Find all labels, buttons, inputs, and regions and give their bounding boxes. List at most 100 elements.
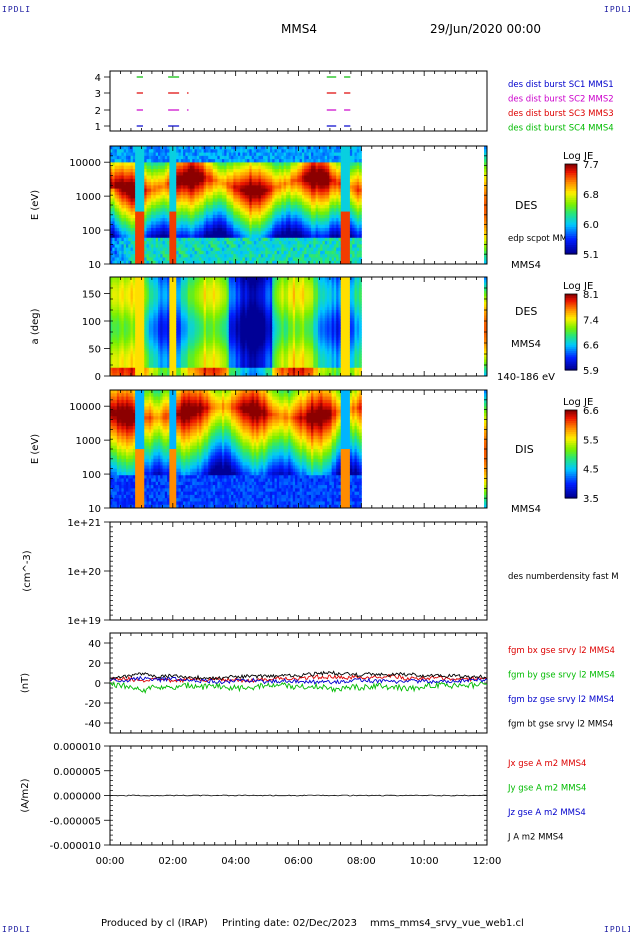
heatmap-cell <box>221 201 225 206</box>
heatmap-cell <box>194 234 198 239</box>
heatmap-cell <box>153 260 157 265</box>
heatmap-cell <box>215 185 218 190</box>
heatmap-cell <box>157 244 161 249</box>
heatmap-cell <box>153 162 157 167</box>
heatmap-cell <box>130 172 134 176</box>
heatmap-cell <box>153 234 157 239</box>
heatmap-cell <box>125 185 129 190</box>
heatmap-cell <box>121 211 125 216</box>
heatmap-cell <box>173 224 177 229</box>
burst-legend-entry: des dist burst SC3 MMS3 <box>508 109 614 119</box>
heatmap-cell <box>176 152 180 157</box>
heatmap-cell <box>151 159 154 163</box>
heatmap-cell <box>269 234 273 239</box>
heatmap-cell <box>144 260 148 265</box>
heatmap-cell <box>119 211 122 216</box>
heatmap-cell <box>132 227 136 232</box>
heatmap-cell <box>180 244 184 249</box>
heatmap-cell <box>199 224 202 229</box>
heatmap-cell <box>221 221 225 226</box>
heatmap-cell <box>187 168 191 173</box>
heatmap-cell <box>114 234 118 239</box>
heatmap-cell <box>279 221 282 226</box>
heatmap-cell <box>249 178 253 183</box>
heatmap-cell <box>281 241 285 245</box>
heatmap-cell <box>123 205 127 209</box>
heatmap-cell <box>146 250 150 255</box>
heatmap-cell <box>160 201 164 206</box>
heatmap-cell <box>237 227 241 232</box>
heatmap-cell <box>187 188 191 193</box>
heatmap-cell <box>199 188 202 193</box>
heatmap-cell <box>276 205 280 209</box>
heatmap-cell <box>183 214 186 219</box>
heatmap-cell <box>276 227 280 232</box>
heatmap-cell <box>221 146 225 150</box>
heatmap-cell <box>178 221 182 226</box>
heatmap-cell <box>135 214 138 219</box>
heatmap-cell <box>167 244 170 249</box>
heatmap-cell <box>112 165 116 170</box>
heatmap-cell <box>283 224 287 229</box>
heatmap-cell <box>153 172 157 176</box>
heatmap-cell <box>247 195 250 199</box>
heatmap-cell <box>290 195 294 199</box>
heatmap-cell <box>155 254 159 258</box>
heatmap-cell <box>167 247 170 252</box>
heatmap-cell <box>169 257 173 262</box>
heatmap-cell <box>169 198 173 203</box>
heatmap-cell <box>139 188 143 193</box>
heatmap-cell <box>173 205 177 209</box>
heatmap-cell <box>151 211 154 216</box>
heatmap-cell <box>125 159 129 163</box>
heatmap-cell <box>125 224 129 229</box>
heatmap-cell <box>114 191 118 196</box>
heatmap-cell <box>135 195 138 199</box>
heatmap-cell <box>187 198 191 203</box>
heatmap-cell <box>128 227 132 232</box>
heatmap-cell <box>169 254 173 258</box>
burst-legend-entry: des dist burst SC1 MMS1 <box>508 80 614 90</box>
heatmap-cell <box>178 175 182 180</box>
heatmap-cell <box>212 155 216 160</box>
heatmap-cell <box>157 149 161 154</box>
heatmap-cell <box>217 149 221 154</box>
heatmap-cell <box>110 175 113 180</box>
heatmap-cell <box>137 208 141 213</box>
heatmap-cell <box>210 244 214 249</box>
heatmap-cell <box>256 195 260 199</box>
heatmap-cell <box>247 208 250 213</box>
heatmap-cell <box>151 221 154 226</box>
heatmap-cell <box>240 191 244 196</box>
heatmap-cell <box>114 211 118 216</box>
heatmap-cell <box>185 168 189 173</box>
heatmap-cell <box>295 182 298 186</box>
heatmap-cell <box>242 146 246 150</box>
heatmap-cell <box>183 257 186 262</box>
heatmap-cell <box>288 244 292 249</box>
heatmap-cell <box>130 234 134 239</box>
heatmap-cell <box>242 250 246 255</box>
heatmap-cell <box>137 257 141 262</box>
heatmap-cell <box>228 159 232 163</box>
heatmap-cell <box>269 165 273 170</box>
heatmap-cell <box>279 178 282 183</box>
heatmap-cell <box>242 149 246 154</box>
heatmap-cell <box>228 250 232 255</box>
heatmap-cell <box>146 221 150 226</box>
heatmap-cell <box>272 257 276 262</box>
heatmap-cell <box>279 257 282 262</box>
heatmap-cell <box>132 159 136 163</box>
heatmap-cell <box>253 165 257 170</box>
heatmap-cell <box>288 146 292 150</box>
heatmap-cell <box>157 221 161 226</box>
heatmap-cell <box>237 234 241 239</box>
heatmap-cell <box>160 231 164 235</box>
heatmap-cell <box>171 205 175 209</box>
heatmap-cell <box>265 214 269 219</box>
heatmap-cell <box>119 234 122 239</box>
heatmap-cell <box>219 188 223 193</box>
heatmap-cell <box>217 260 221 265</box>
heatmap-cell <box>128 254 132 258</box>
heatmap-cell <box>240 250 244 255</box>
